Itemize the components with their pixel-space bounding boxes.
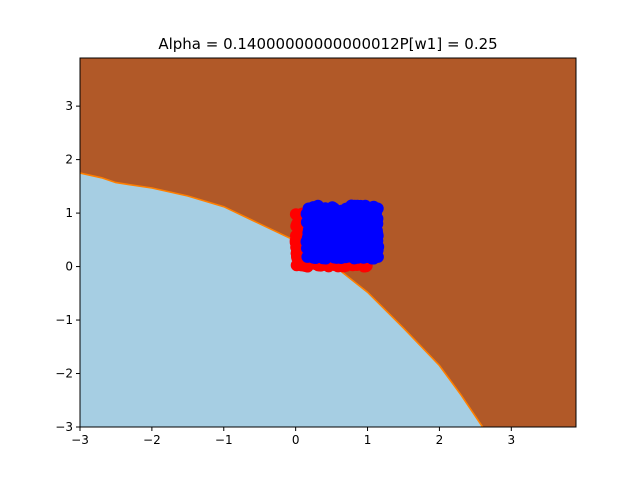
x-tick-label: 3	[507, 433, 515, 447]
data-point	[359, 204, 372, 217]
data-point	[336, 240, 349, 253]
data-point	[334, 228, 347, 241]
y-tick-label: 2	[65, 153, 73, 167]
data-point	[360, 250, 373, 263]
data-point	[322, 225, 335, 237]
data-point	[361, 215, 374, 227]
data-point	[352, 230, 365, 243]
data-point	[344, 219, 357, 232]
data-point	[372, 240, 385, 253]
x-tick-label: −3	[71, 433, 89, 447]
x-tick-label: −2	[143, 433, 161, 447]
x-tick-label: 0	[292, 433, 300, 447]
lower-decision-region	[80, 173, 483, 427]
data-point	[319, 214, 332, 227]
y-tick-label: 3	[65, 99, 73, 113]
data-point	[317, 204, 330, 217]
plot-area	[80, 58, 576, 427]
data-point	[307, 201, 320, 214]
y-tick-label: 1	[65, 206, 73, 220]
data-point	[290, 229, 302, 242]
data-point	[361, 233, 374, 246]
y-tick-label: −1	[55, 313, 73, 327]
data-point	[305, 246, 317, 259]
decision-boundary	[80, 172, 484, 427]
x-tick-label: −1	[215, 433, 233, 447]
data-point	[348, 248, 361, 261]
y-tick-label: −3	[55, 420, 73, 434]
series-blue-points	[300, 199, 385, 265]
data-point	[368, 204, 381, 217]
x-tick-label: 1	[364, 433, 372, 447]
y-axis: −3 −2 −1 0 1 2 3	[55, 99, 80, 434]
data-point	[348, 199, 361, 212]
x-axis: −3 −2 −1 0 1 2 3	[71, 427, 515, 447]
y-tick-label: −2	[55, 367, 73, 381]
x-tick-label: 2	[436, 433, 444, 447]
data-point	[328, 216, 341, 228]
plot-frame	[79, 57, 577, 428]
data-point	[317, 235, 330, 248]
y-tick-label: 0	[65, 260, 73, 274]
chart-title: Alpha = 0.14000000000000012P[w1] = 0.25	[158, 35, 497, 53]
